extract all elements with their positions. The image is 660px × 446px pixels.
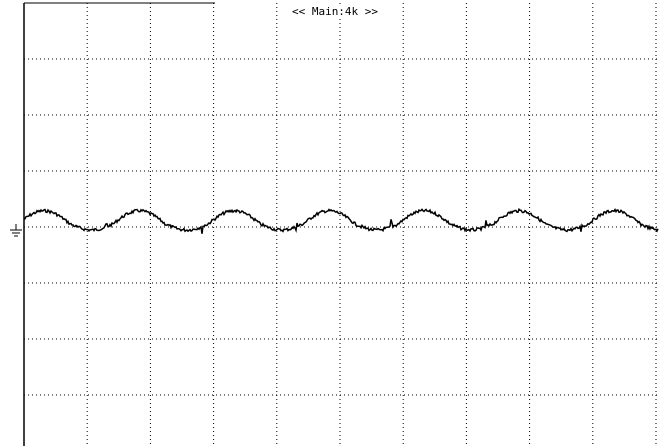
timebase-label: << Main:4k >> [292, 5, 378, 18]
waveform [23, 207, 659, 234]
ground-marker [10, 224, 22, 237]
label-bg [280, 4, 390, 18]
